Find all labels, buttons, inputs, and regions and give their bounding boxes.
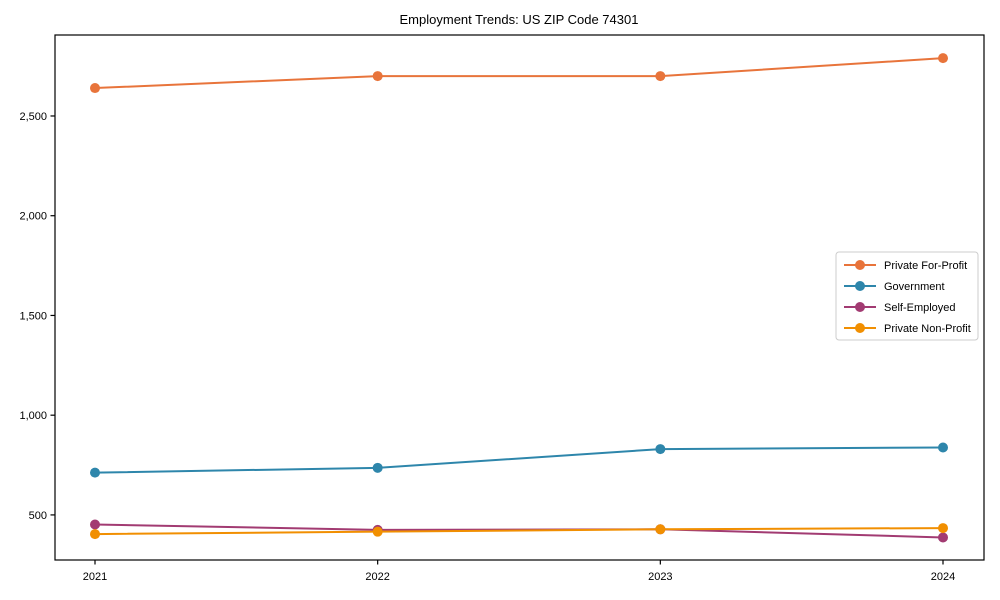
- series-point-government: [372, 462, 383, 473]
- series-point-private-for-profit: [90, 83, 100, 94]
- series-point-private-non-profit: [938, 523, 948, 534]
- series-point-private-non-profit: [372, 526, 383, 537]
- series-line-government: [94, 446, 944, 474]
- series-point-government: [655, 444, 666, 455]
- series-line-private-for-profit: [94, 57, 944, 90]
- plot-border: [54, 34, 985, 561]
- legend-marker-private-non-profit: [855, 323, 865, 333]
- series-point-private-non-profit: [90, 529, 100, 540]
- y-tick-label: 2,000: [19, 211, 47, 223]
- legend-label-private-non-profit: Private Non-Profit: [884, 323, 971, 335]
- series-point-private-for-profit: [938, 53, 948, 64]
- legend-marker-government: [855, 281, 865, 291]
- series-point-government: [938, 442, 948, 453]
- chart-title: Employment Trends: US ZIP Code 74301: [400, 12, 639, 27]
- x-tick-label: 2024: [931, 571, 955, 583]
- series-point-government: [90, 467, 100, 478]
- y-tick-label: 1,000: [19, 410, 47, 422]
- y-tick-label: 1,500: [19, 310, 47, 322]
- x-tick-label: 2021: [83, 571, 107, 583]
- y-tick-label: 500: [29, 510, 47, 522]
- legend-box: [835, 251, 979, 341]
- legend-label-government: Government: [884, 281, 945, 293]
- legend-marker-private-for-profit: [855, 260, 865, 270]
- series-point-private-for-profit: [372, 71, 383, 82]
- y-tick-label: 2,500: [19, 111, 47, 123]
- series-point-private-non-profit: [655, 524, 666, 535]
- legend-marker-self-employed: [855, 302, 865, 312]
- series-point-self-employed: [938, 532, 948, 543]
- series-line-private-non-profit: [94, 527, 944, 536]
- series-point-private-for-profit: [655, 71, 666, 82]
- legend-label-self-employed: Self-Employed: [884, 302, 956, 314]
- x-tick-label: 2023: [648, 571, 672, 583]
- x-tick-label: 2022: [365, 571, 389, 583]
- legend-label-private-for-profit: Private For-Profit: [884, 260, 967, 272]
- series-point-self-employed: [90, 519, 100, 530]
